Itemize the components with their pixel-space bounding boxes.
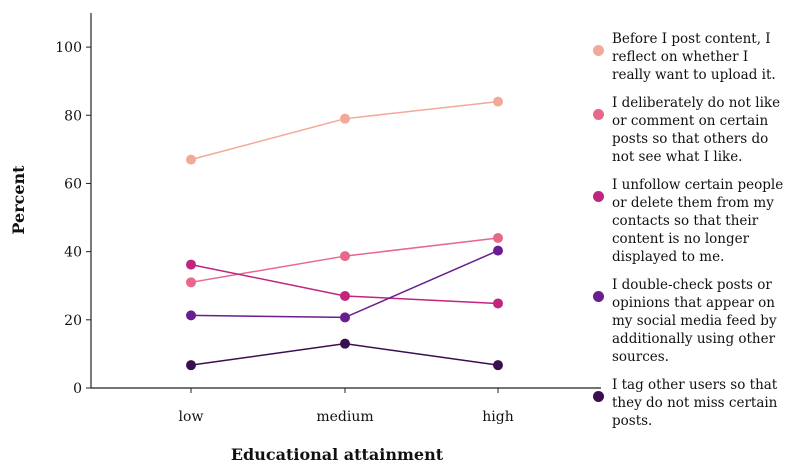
y-tick-label: 80 xyxy=(64,108,82,124)
y-tick-label: 0 xyxy=(73,381,82,397)
y-axis-title: Percent xyxy=(9,165,28,235)
series-1 xyxy=(186,96,503,165)
y-tick-label: 40 xyxy=(64,245,82,261)
data-point xyxy=(186,310,196,321)
data-point xyxy=(493,298,503,309)
data-point xyxy=(340,113,350,124)
legend-marker xyxy=(593,45,604,56)
legend-item: Before I post content, I reflect on whet… xyxy=(590,30,790,84)
series-3 xyxy=(186,259,503,309)
legend-label: I tag other users so that they do not mi… xyxy=(612,377,778,429)
y-tick-label: 100 xyxy=(55,40,82,56)
data-point xyxy=(493,360,503,371)
data-point xyxy=(493,96,503,107)
series-5 xyxy=(186,338,503,371)
y-axis-ticks: 0 20 40 60 80 100 xyxy=(55,40,91,397)
series-line xyxy=(190,100,499,161)
data-point xyxy=(493,233,503,243)
data-point xyxy=(493,245,503,256)
y-tick-label: 60 xyxy=(64,176,82,192)
x-tick-label: high xyxy=(482,409,513,425)
legend-marker xyxy=(593,109,604,120)
x-tick-label: low xyxy=(179,409,204,425)
data-point xyxy=(340,338,350,349)
legend-marker xyxy=(593,391,604,402)
data-point xyxy=(340,251,350,262)
data-point xyxy=(186,360,196,371)
x-tick-label: medium xyxy=(316,409,373,425)
data-point xyxy=(340,312,350,323)
data-point xyxy=(186,259,196,270)
data-point xyxy=(186,154,196,165)
legend-label: Before I post content, I reflect on whet… xyxy=(612,31,776,83)
series-layer xyxy=(186,96,503,371)
x-axis-title: Educational attainment xyxy=(231,445,444,463)
legend-label: I unfollow certain people or delete them… xyxy=(612,177,784,265)
series-2 xyxy=(186,233,503,288)
x-axis-ticks: low medium high xyxy=(179,388,514,425)
legend-label: I double-check posts or opinions that ap… xyxy=(612,277,777,365)
legend-item: I double-check posts or opinions that ap… xyxy=(590,276,790,366)
y-tick-label: 20 xyxy=(64,313,82,329)
legend: Before I post content, I reflect on whet… xyxy=(590,30,790,440)
legend-item: I unfollow certain people or delete them… xyxy=(590,176,790,266)
data-point xyxy=(340,290,350,301)
series-4 xyxy=(186,245,503,323)
legend-label: I deliberately do not like or comment on… xyxy=(612,95,781,165)
data-point xyxy=(186,277,196,288)
legend-item: I deliberately do not like or comment on… xyxy=(590,94,790,166)
legend-marker xyxy=(593,291,604,302)
legend-item: I tag other users so that they do not mi… xyxy=(590,376,790,430)
legend-marker xyxy=(593,191,604,202)
